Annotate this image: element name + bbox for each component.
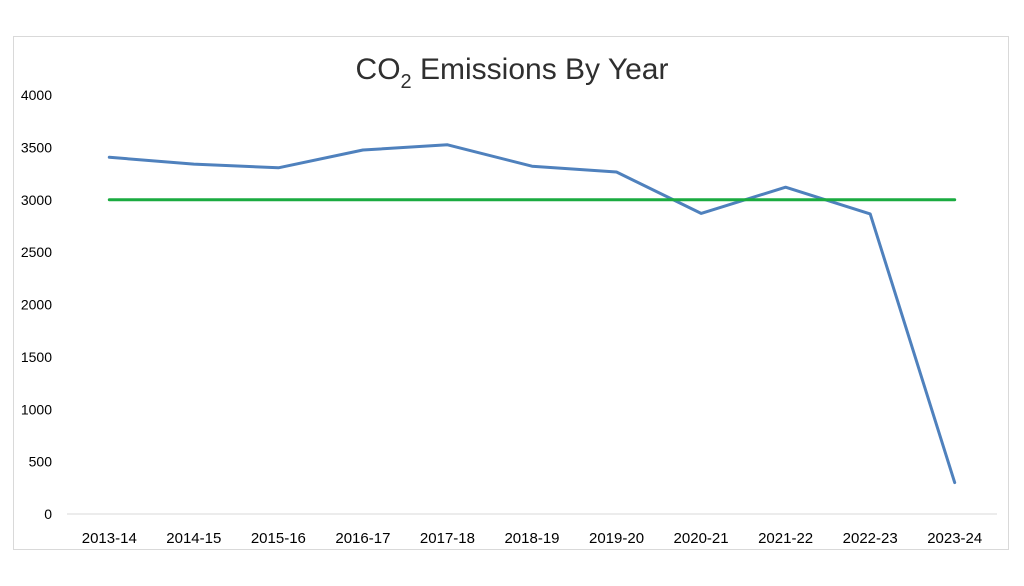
x-tick-label: 2014-15	[166, 530, 221, 547]
chart-title: CO2 Emissions By Year	[356, 53, 669, 93]
x-tick-label: 2023-24	[927, 530, 982, 547]
y-tick-label: 2000	[21, 297, 52, 313]
y-tick-label: 2500	[21, 244, 52, 260]
title-suffix: Emissions By Year	[412, 53, 669, 86]
x-tick-label: 2018-19	[504, 530, 559, 547]
emissions-series-line	[107, 143, 957, 485]
x-tick-label: 2022-23	[843, 530, 898, 547]
x-tick-label: 2015-16	[251, 530, 306, 547]
y-tick-label: 1500	[21, 349, 52, 365]
x-tick-label: 2017-18	[420, 530, 475, 547]
x-tick-label: 2020-21	[674, 530, 729, 547]
y-tick-label: 3000	[21, 192, 52, 208]
y-tick-label: 0	[44, 506, 52, 522]
title-main: CO	[356, 53, 401, 86]
x-tick-label: 2019-20	[589, 530, 644, 547]
y-tick-label: 4000	[21, 87, 52, 103]
chart-frame	[13, 36, 1009, 550]
y-tick-label: 3500	[21, 139, 52, 155]
y-axis-ticks: 0 500 1000 1500 2000 2500 3000 3500 4000	[21, 87, 52, 522]
x-tick-label: 2021-22	[758, 530, 813, 547]
x-tick-label: 2016-17	[335, 530, 390, 547]
series-lines	[107, 143, 957, 485]
y-tick-label: 500	[29, 454, 53, 470]
y-tick-label: 1000	[21, 401, 52, 417]
x-axis-ticks: 2013-14 2014-15 2015-16 2016-17 2017-18 2018-…	[82, 530, 983, 547]
x-tick-label: 2013-14	[82, 530, 137, 547]
title-subscript: 2	[401, 71, 412, 93]
